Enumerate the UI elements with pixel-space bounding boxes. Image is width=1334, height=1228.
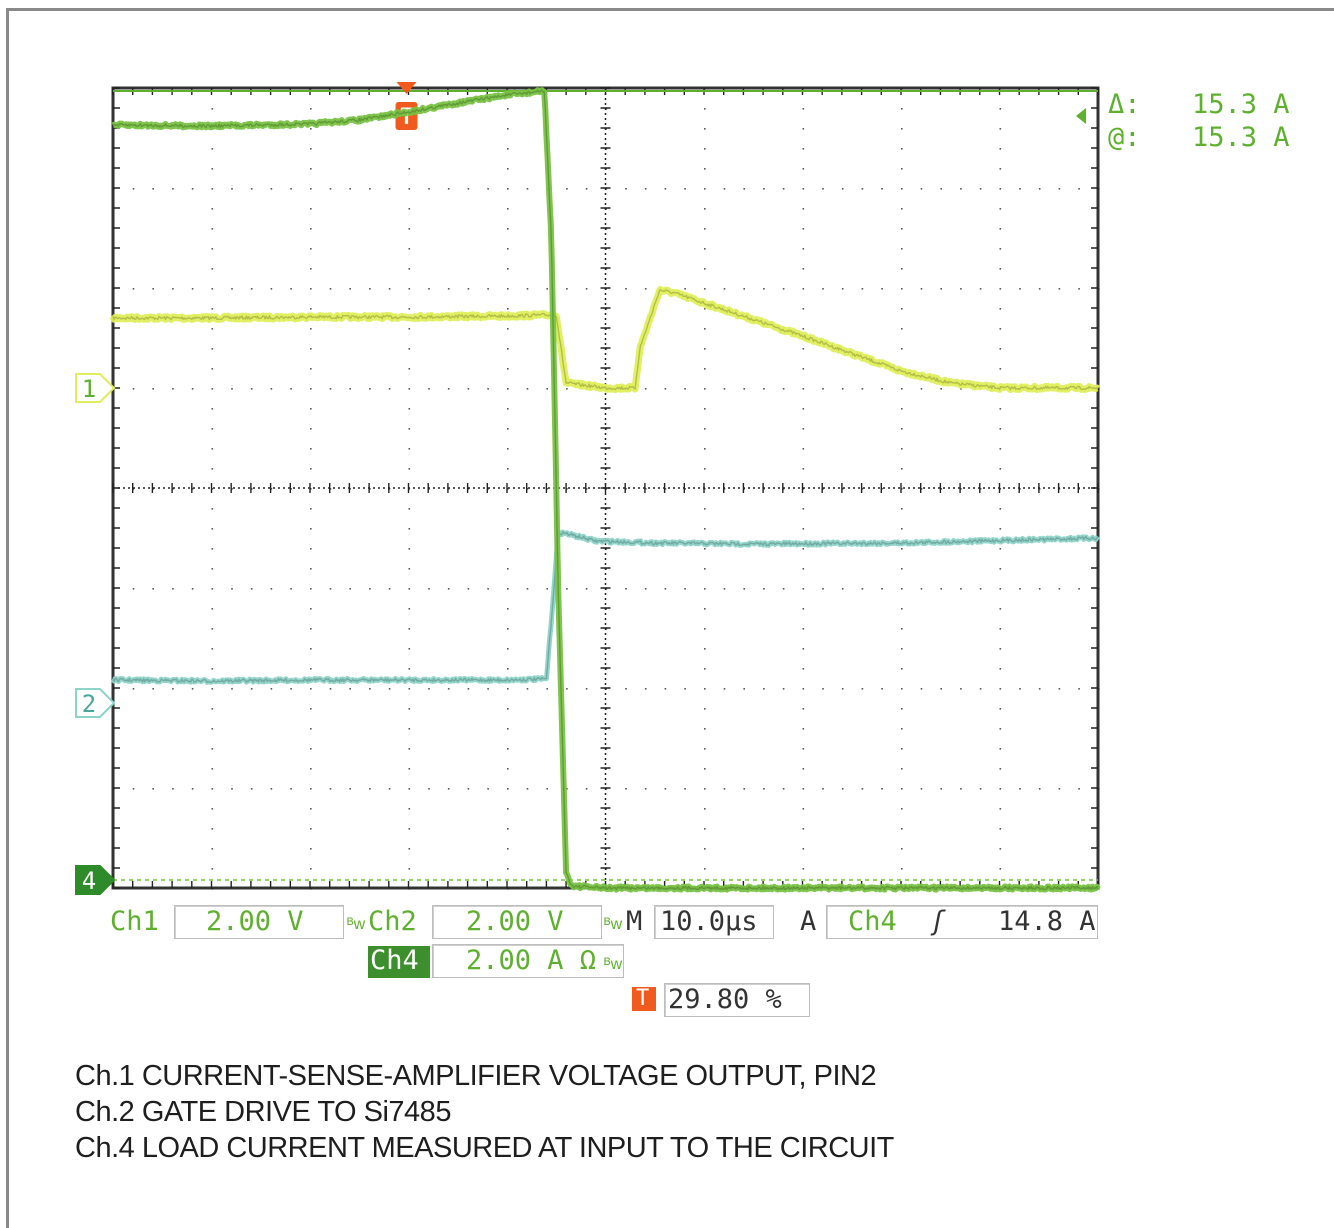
cursor-arrow-icon <box>1076 108 1086 124</box>
ch2-scale: 2.00 V <box>466 906 564 937</box>
trigger-position-icon <box>632 987 656 1011</box>
trigger-percent-box <box>664 983 810 1017</box>
graticule-dots <box>113 88 1100 890</box>
graticule-ticks <box>112 87 1099 889</box>
delta-label: Δ: <box>1108 89 1141 120</box>
channel-captions: Ch.1 CURRENT-SENSE-AMPLIFIER VOLTAGE OUT… <box>75 1058 894 1166</box>
caption-ch2: Ch.2 GATE DRIVE TO Si7485 <box>75 1096 451 1128</box>
ch1-label: Ch1 <box>110 906 159 937</box>
delta-value: 15.3 A <box>1192 89 1290 120</box>
trigger-position-marker: T <box>636 986 650 1011</box>
trigger-box <box>826 905 1098 939</box>
ch2-label: Ch2 <box>368 906 417 937</box>
ch1-trace-core <box>112 288 1099 391</box>
ch2-scale-box <box>432 905 602 939</box>
timebase-box <box>654 905 774 939</box>
trigger-source: Ch4 <box>848 906 897 937</box>
ch2-trace-core <box>112 530 1099 684</box>
channel-markers: 1 2 4 <box>75 373 116 895</box>
ch1-scale: 2.00 V <box>206 906 304 937</box>
trigger-arrow-icon <box>396 82 417 94</box>
timebase-label: M <box>626 906 643 937</box>
ch4-marker-label: 4 <box>82 867 96 895</box>
ch2-ground-marker <box>75 688 116 718</box>
ch4-label-badge <box>368 946 430 978</box>
ch4-ground-marker <box>75 865 116 895</box>
ch1-ground-marker <box>75 373 116 403</box>
ch4-scale: 2.00 A Ω <box>466 945 597 976</box>
traces <box>109 87 1101 893</box>
trigger-mode: A <box>800 906 817 937</box>
ch4-label: Ch4 <box>370 945 419 976</box>
trigger-level: 14.8 A <box>998 906 1096 937</box>
trigger-slope-icon: ʃ <box>930 906 947 937</box>
ch4-scale-box <box>432 944 624 978</box>
graticule <box>111 86 1100 890</box>
ch1-scale-box <box>174 905 344 939</box>
at-label: @: <box>1108 122 1141 153</box>
trigger-percent: 29.80 % <box>668 984 782 1015</box>
timebase-value: 10.0μs <box>660 906 758 937</box>
ch2-bw-mark: ᴮw <box>604 916 623 933</box>
at-value: 15.3 A <box>1192 122 1290 153</box>
ch1-bw-mark: ᴮw <box>347 916 366 933</box>
ch4-bw-mark: ᴮw <box>604 956 623 973</box>
cursor-layer: T <box>113 82 1098 881</box>
ch4-trace-core <box>112 89 1099 891</box>
caption-ch1: Ch.1 CURRENT-SENSE-AMPLIFIER VOLTAGE OUT… <box>75 1060 877 1092</box>
caption-ch4: Ch.4 LOAD CURRENT MEASURED AT INPUT TO T… <box>75 1132 894 1164</box>
ch2-marker-label: 2 <box>82 690 96 718</box>
ch1-marker-label: 1 <box>82 375 96 403</box>
figure-frame <box>6 8 1334 1228</box>
